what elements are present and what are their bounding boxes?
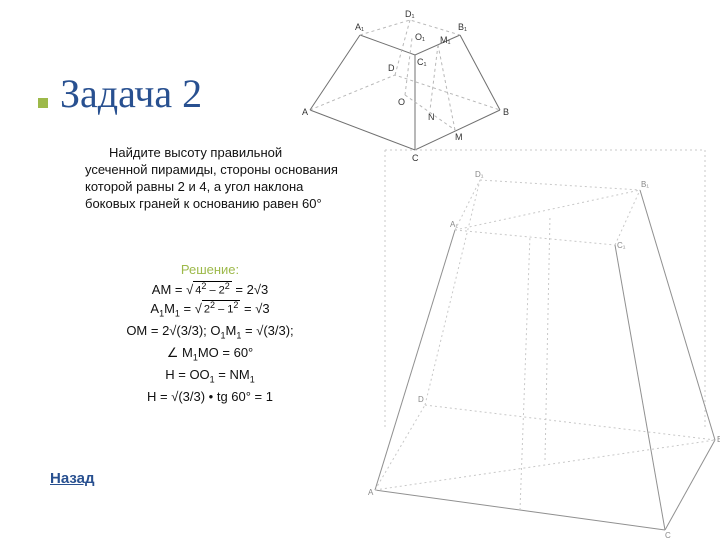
lbl-A: A [302,107,308,117]
svg-text:C: C [665,531,671,540]
solution-line-4: ∠ M1MO = 60° [60,343,360,365]
lbl-A1: A₁ [355,22,364,32]
solution-line-5: H = OO1 = NM1 [60,365,360,387]
svg-text:D: D [418,395,424,404]
back-link[interactable]: Назад [50,470,94,487]
solution-line-6: H = √(3/3) • tg 60° = 1 [60,387,360,407]
figure-perspective: A₁ C₁ B₁ D₁ A C B D [365,130,720,540]
solution-line-3: OM = 2√(3/3); O1M1 = √(3/3); [60,321,360,343]
lbl-C1: C₁ [417,57,427,67]
lbl-M1: M₁ [440,35,451,45]
svg-text:D₁: D₁ [475,170,484,179]
solution-line-1: AM = √42 – 22 = 2√3 [60,280,360,300]
lbl-N: N [428,112,435,122]
solution-block: Решение: AM = √42 – 22 = 2√3 A1M1 = √22 … [60,260,360,407]
svg-text:C₁: C₁ [617,241,626,250]
lbl-D1: D₁ [405,9,415,19]
title-bullet [38,98,48,108]
svg-text:A₁: A₁ [450,220,458,229]
lbl-B: B [503,107,509,117]
solution-header: Решение: [60,260,360,280]
page-title: Задача 2 [60,70,202,117]
lbl-D: D [388,63,395,73]
svg-text:A: A [368,488,374,497]
lbl-B1: B₁ [458,22,467,32]
svg-text:B₁: B₁ [641,180,649,189]
lbl-O1: O₁ [415,32,425,42]
solution-line-2: A1M1 = √22 – 12 = √3 [60,299,360,321]
lbl-O: O [398,97,405,107]
